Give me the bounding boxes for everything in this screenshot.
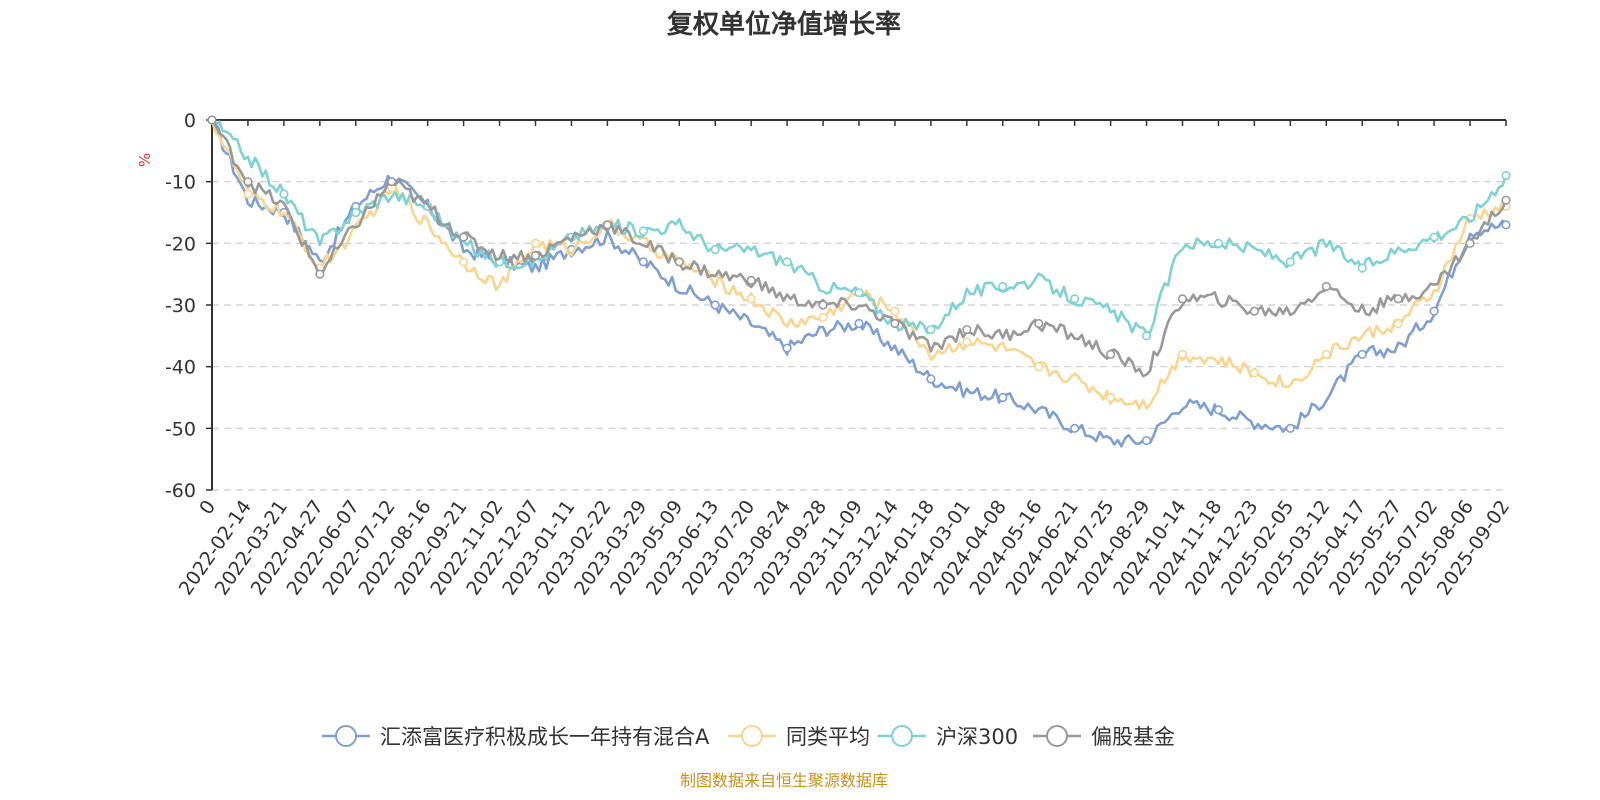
legend-item[interactable]: 偏股基金: [1033, 725, 1175, 749]
series-point: [782, 343, 792, 353]
series-point: [926, 325, 936, 335]
series-point: [1141, 436, 1152, 446]
series-point: [1141, 331, 1152, 341]
y-tick-label: -10: [165, 172, 196, 194]
series-point: [351, 207, 361, 218]
series-point: [818, 300, 828, 310]
y-tick-label: -40: [165, 357, 196, 379]
source-note: 制图数据来自恒生聚源数据库: [680, 771, 888, 790]
series-point: [1393, 318, 1403, 329]
series-point: [243, 189, 253, 199]
series-point: [1177, 349, 1188, 359]
series-point: [1501, 195, 1511, 205]
legend-item[interactable]: 沪深300: [878, 725, 1018, 749]
series-point: [854, 318, 864, 329]
series-point: [387, 177, 397, 187]
series-point: [1357, 349, 1367, 359]
series-point: [1177, 294, 1188, 304]
y-tick-label: 0: [184, 110, 196, 132]
series-point: [1501, 220, 1511, 230]
x-tick-label: 0: [195, 496, 220, 519]
series-point: [638, 257, 648, 267]
series-point: [998, 392, 1008, 403]
series-point: [1321, 281, 1331, 292]
series-point: [1285, 423, 1295, 433]
legend-label: 汇添富医疗积极成长一年持有混合A: [380, 725, 710, 749]
series-point: [746, 275, 756, 285]
series-point: [962, 337, 972, 347]
series-point: [530, 251, 541, 261]
series-point: [674, 257, 684, 267]
series-point: [243, 177, 253, 187]
series-point: [1106, 392, 1116, 403]
series-line: [210, 119, 1508, 378]
series-point: [1249, 306, 1259, 316]
series-point: [1321, 349, 1331, 359]
series-point: [1429, 232, 1439, 242]
legend-swatch-marker: [741, 725, 763, 747]
legend-item[interactable]: 汇添富医疗积极成长一年持有混合A: [322, 725, 710, 749]
series-lines: [207, 115, 1511, 448]
series-point: [1034, 318, 1044, 329]
y-tick-label: -60: [165, 480, 196, 502]
series-point: [1465, 238, 1475, 248]
series-point: [459, 257, 469, 267]
series-point: [530, 238, 541, 248]
series-point: [1249, 368, 1259, 378]
series-point: [1429, 306, 1439, 316]
legend-label: 沪深300: [936, 725, 1018, 749]
series-point: [1357, 263, 1367, 273]
chart-title: 复权单位净值增长率: [667, 9, 901, 40]
series-point: [818, 312, 828, 322]
legend-swatch-marker: [335, 725, 357, 747]
series-point: [1070, 294, 1080, 304]
series-point: [638, 226, 648, 236]
legend-item[interactable]: 同类平均: [728, 725, 870, 749]
legend-swatch-marker: [891, 725, 913, 747]
series-point: [602, 220, 612, 230]
series-point: [207, 115, 217, 125]
series-point: [890, 306, 900, 316]
series-point: [459, 232, 469, 242]
series-point: [1213, 405, 1224, 415]
series-line: [210, 119, 1508, 411]
series-point: [782, 257, 792, 267]
series-point: [890, 318, 900, 329]
series-point: [279, 189, 289, 199]
series-point: [1106, 349, 1116, 359]
series-point: [1034, 362, 1044, 372]
legend[interactable]: 汇添富医疗积极成长一年持有混合A 同类平均 沪深300 偏股基金: [322, 725, 1175, 749]
y-tick-label: -30: [165, 295, 196, 317]
grid-lines: [212, 181, 1506, 491]
series-point: [710, 244, 720, 255]
series-point: [1285, 257, 1295, 267]
y-axis-unit-label: %: [136, 153, 154, 167]
series-point: [998, 281, 1008, 292]
series-point: [1393, 294, 1403, 304]
y-tick-label: -50: [165, 418, 196, 440]
series-line: [211, 118, 1507, 448]
series-point: [315, 269, 325, 279]
legend-label: 偏股基金: [1091, 725, 1175, 749]
series-point: [962, 325, 972, 335]
series-point: [1070, 423, 1080, 433]
legend-label: 同类平均: [786, 725, 870, 749]
series-point: [746, 294, 756, 304]
axes: 0-10-20-30-40-50-6002022-02-142022-03-21…: [165, 110, 1514, 599]
series-point: [1213, 238, 1224, 248]
series-point: [854, 288, 864, 298]
legend-swatch-marker: [1046, 725, 1068, 747]
y-tick-label: -20: [165, 233, 196, 255]
series-point: [1501, 170, 1511, 181]
series-point: [710, 300, 720, 310]
series-point: [926, 374, 936, 384]
